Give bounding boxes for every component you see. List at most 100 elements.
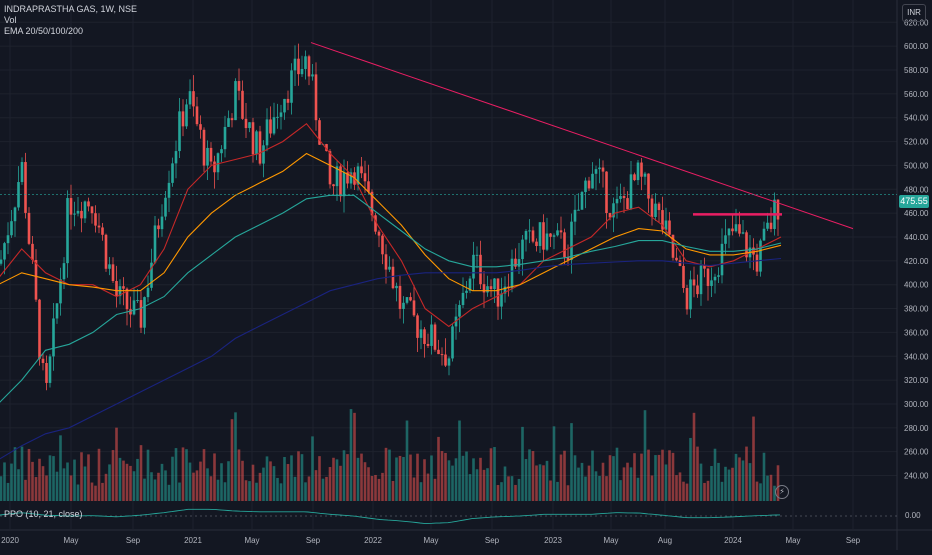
candle-body	[185, 104, 188, 127]
candle-body	[409, 297, 412, 301]
volume-bar	[94, 485, 97, 501]
volume-bar	[423, 459, 426, 501]
x-tick-label: May	[63, 536, 78, 545]
y-tick-label: 580.00	[904, 66, 929, 75]
volume-bar	[90, 482, 94, 501]
candle-body	[276, 116, 279, 118]
y-tick-label: 240.00	[904, 472, 929, 481]
volume-bar	[549, 480, 552, 501]
volume-bar	[734, 453, 738, 501]
x-tick-label: Sep	[846, 536, 861, 545]
y-tick-label: 280.00	[904, 424, 929, 433]
volume-bar	[293, 476, 297, 501]
volume-bar	[209, 476, 213, 501]
candle-body	[304, 56, 307, 69]
volume-bar	[647, 449, 650, 501]
volume-bar	[622, 467, 626, 501]
volume-bar	[521, 426, 524, 501]
candle-body	[360, 166, 363, 174]
volume-bar	[62, 468, 66, 501]
candle-body	[741, 232, 745, 234]
volume-bar	[570, 423, 573, 501]
volume-bar	[493, 447, 496, 501]
candle-body	[685, 287, 689, 310]
volume-bar	[580, 462, 584, 501]
volume-bar	[479, 457, 482, 501]
y-tick-label: 360.00	[904, 328, 929, 337]
volume-bar	[538, 464, 542, 501]
candle-body	[283, 98, 286, 113]
volume-bar	[279, 483, 283, 501]
ppo-zero-label: 0.00	[905, 511, 921, 520]
x-tick-label: May	[244, 536, 259, 545]
volume-bar	[335, 459, 339, 501]
volume-bar	[202, 449, 206, 501]
lightning-icon[interactable]: ⚡	[775, 485, 789, 499]
volume-bar	[262, 467, 265, 501]
candle-body	[132, 300, 136, 315]
candle-body	[437, 349, 440, 355]
volume-bar	[150, 472, 153, 501]
volume-bar	[321, 478, 325, 501]
volume-bar	[349, 409, 353, 501]
candle-body	[342, 172, 346, 197]
candle-body	[636, 162, 640, 181]
volume-bar	[255, 482, 258, 501]
volume-bar	[650, 475, 654, 501]
volume-bar	[752, 416, 755, 501]
price-axis[interactable]: 620.00 600.00 580.00 560.00 540.00 520.00 500.…	[904, 18, 929, 480]
candle-body	[62, 263, 66, 280]
x-tick-label: May	[423, 536, 438, 545]
volume-bar	[31, 461, 34, 501]
currency-button[interactable]: INR	[902, 4, 926, 22]
candle-body	[24, 162, 27, 213]
volume-bar	[10, 463, 13, 501]
candle-body	[423, 329, 426, 344]
volume-bar	[745, 446, 748, 501]
volume-bar	[374, 474, 377, 501]
candle-body	[325, 144, 328, 152]
volume-bar	[80, 452, 83, 501]
y-tick-label: 540.00	[904, 114, 929, 123]
volume-bar	[615, 447, 619, 501]
candle-body	[496, 278, 500, 307]
candle-body	[230, 118, 234, 121]
ema-label[interactable]: EMA 20/50/100/200	[4, 26, 84, 36]
volume-bar	[545, 460, 549, 501]
y-tick-label: 400.00	[904, 281, 929, 290]
volume-bar	[265, 456, 269, 501]
volume-bar	[731, 467, 734, 501]
candle-body	[80, 210, 83, 219]
volume-bar	[535, 465, 538, 501]
volume-bar	[307, 476, 311, 501]
volume-bar	[619, 480, 622, 501]
candle-body	[90, 206, 94, 214]
candle-body	[150, 262, 153, 288]
volume-bar	[531, 451, 535, 501]
volume-bar	[703, 482, 706, 501]
candle-body	[143, 297, 146, 328]
volume-bar	[416, 453, 419, 501]
volume-bar	[773, 485, 776, 501]
candle-body	[514, 258, 517, 267]
candle-body	[542, 222, 545, 250]
volume-bar	[517, 478, 521, 501]
candle-body	[328, 151, 332, 185]
y-tick-label: 620.00	[904, 18, 929, 27]
volume-bar	[685, 483, 689, 501]
candle-body	[622, 196, 626, 199]
symbol-title[interactable]: INDRAPRASTHA GAS, 1W, NSE	[4, 4, 138, 14]
volume-bar	[346, 454, 349, 501]
candle-body	[97, 225, 101, 228]
x-tick-label: Sep	[306, 536, 321, 545]
candle-body	[647, 173, 650, 199]
volume-bar	[188, 462, 192, 501]
volume-bar	[384, 447, 388, 501]
candle-body	[52, 318, 55, 357]
ppo-label[interactable]: PPO (10, 21, close)	[4, 509, 83, 519]
candle-body	[643, 173, 647, 177]
candle-body	[731, 228, 734, 232]
time-axis[interactable]: 2020 May Sep 2021 May Sep 2022 May Sep 2023 May Aug…	[1, 536, 861, 545]
volume-label[interactable]: Vol	[4, 15, 17, 25]
